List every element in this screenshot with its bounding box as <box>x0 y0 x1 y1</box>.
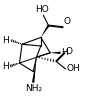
Text: NH₂: NH₂ <box>25 84 43 93</box>
Text: O: O <box>66 47 72 56</box>
Text: H: H <box>2 36 9 44</box>
Text: H: H <box>61 48 68 57</box>
Text: HO: HO <box>35 5 49 14</box>
Polygon shape <box>32 57 37 83</box>
Text: O: O <box>64 17 71 26</box>
Text: OH: OH <box>66 65 80 73</box>
Text: H: H <box>2 62 8 71</box>
Polygon shape <box>41 25 50 37</box>
Polygon shape <box>50 52 60 54</box>
